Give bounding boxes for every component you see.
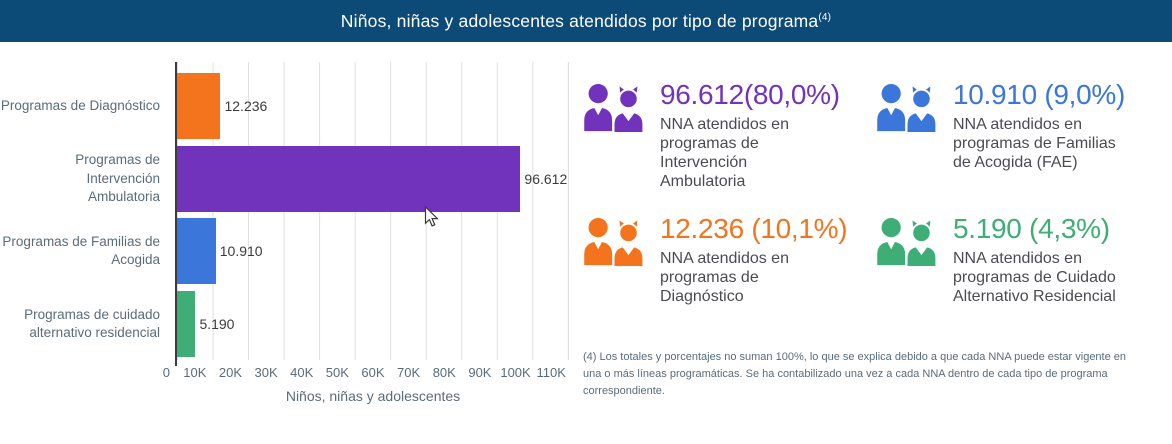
bar-value-label: 96.612 — [524, 170, 568, 187]
x-tick-label: 30K — [254, 365, 278, 380]
stat-label: NNA atendidos en programas de Cuidado Al… — [953, 250, 1116, 306]
children-pair-icon — [877, 83, 938, 133]
x-tick-label: 110K — [536, 365, 566, 380]
bar[interactable] — [177, 73, 221, 140]
bar-value-label: 10.910 — [219, 243, 263, 260]
footnote-reference: (4) — [818, 11, 832, 23]
page-title: Niños, niñas y adolescentes atendidos po… — [340, 10, 832, 31]
x-tick-label: 70K — [397, 365, 421, 380]
x-axis-title: Niños, niñas y adolescentes — [285, 388, 461, 404]
children-pair-icon — [584, 83, 645, 133]
stat-label: NNA atendidos en programas de Familias d… — [953, 116, 1116, 172]
children-pair-icon — [584, 217, 645, 267]
x-tick-label: 100K — [500, 365, 531, 380]
stat-value: 5.190 (4,3%) — [953, 213, 1110, 244]
category-label: Programas de Familias de Acogida — [2, 234, 160, 268]
stat-value: 10.910 (9,0%) — [953, 79, 1125, 110]
stat-text: 5.190 (4,3%) NNA atendidos en programas … — [953, 214, 1116, 306]
bar-row: 12.236 — [177, 70, 568, 143]
stat-text: 96.612(80,0%) NNA atendidos en programas… — [660, 80, 840, 192]
stat-label: NNA atendidos en programas de Intervenci… — [660, 116, 789, 191]
y-axis-line — [175, 62, 177, 366]
category-label: Programas de Intervención Ambulatoria — [75, 152, 160, 204]
bar-value-label: 12.236 — [224, 98, 268, 115]
stat-card: 96.612(80,0%) NNA atendidos en programas… — [583, 80, 876, 214]
x-tick-label: 20K — [218, 365, 243, 380]
bar[interactable] — [177, 145, 521, 212]
mouse-cursor-icon — [424, 206, 439, 227]
x-tick-label: 80K — [432, 365, 456, 380]
category-label: Programas de cuidado alternativo residen… — [24, 306, 160, 340]
bar-row: 5.190 — [177, 288, 568, 361]
bar-row: 10.910 — [177, 215, 568, 288]
y-axis-category-labels: Programas de Diagnóstico Programas de Int… — [0, 62, 168, 360]
stat-value: 12.236 (10,1%) — [660, 213, 848, 244]
x-tick-label: 50K — [325, 365, 349, 380]
x-tick-label: 60K — [361, 365, 385, 380]
plot-area: 12.236 96.612 10.910 5.190 — [177, 62, 569, 360]
x-tick-label: 40K — [290, 365, 314, 380]
footnote-text: (4) Los totales y porcentajes no suman 1… — [583, 351, 1127, 398]
bar-value-label: 5.190 — [199, 315, 235, 332]
bar-row: 96.612 — [177, 143, 568, 216]
stat-text: 12.236 (10,1%) NNA atendidos en programa… — [660, 213, 848, 306]
stat-label: NNA atendidos en programas de Diagnóstic… — [660, 250, 789, 306]
children-pair-icon — [877, 217, 938, 267]
bar[interactable] — [177, 218, 216, 285]
stats-grid: 96.612(80,0%) NNA atendidos en programas… — [583, 80, 1172, 306]
header-bar: Niños, niñas y adolescentes atendidos po… — [0, 0, 1172, 42]
x-tick-label: 0 — [162, 365, 170, 380]
x-tick-label: 90K — [468, 365, 492, 380]
x-tick-label: 10K — [183, 365, 207, 380]
stat-card: 10.910 (9,0%) NNA atendidos en programas… — [876, 80, 1172, 214]
category-label: Programas de Diagnóstico — [0, 98, 160, 114]
stat-card: 5.190 (4,3%) NNA atendidos en programas … — [876, 214, 1172, 306]
stat-text: 10.910 (9,0%) NNA atendidos en programas… — [953, 80, 1125, 172]
stat-card: 12.236 (10,1%) NNA atendidos en programa… — [583, 214, 876, 306]
bar[interactable] — [177, 290, 196, 357]
stat-value: 96.612(80,0%) — [660, 79, 840, 110]
x-axis-ticks: 0 10K 20K 30K 40K 50K 60K 70K 80K 90K 100K 110K — [163, 365, 569, 381]
